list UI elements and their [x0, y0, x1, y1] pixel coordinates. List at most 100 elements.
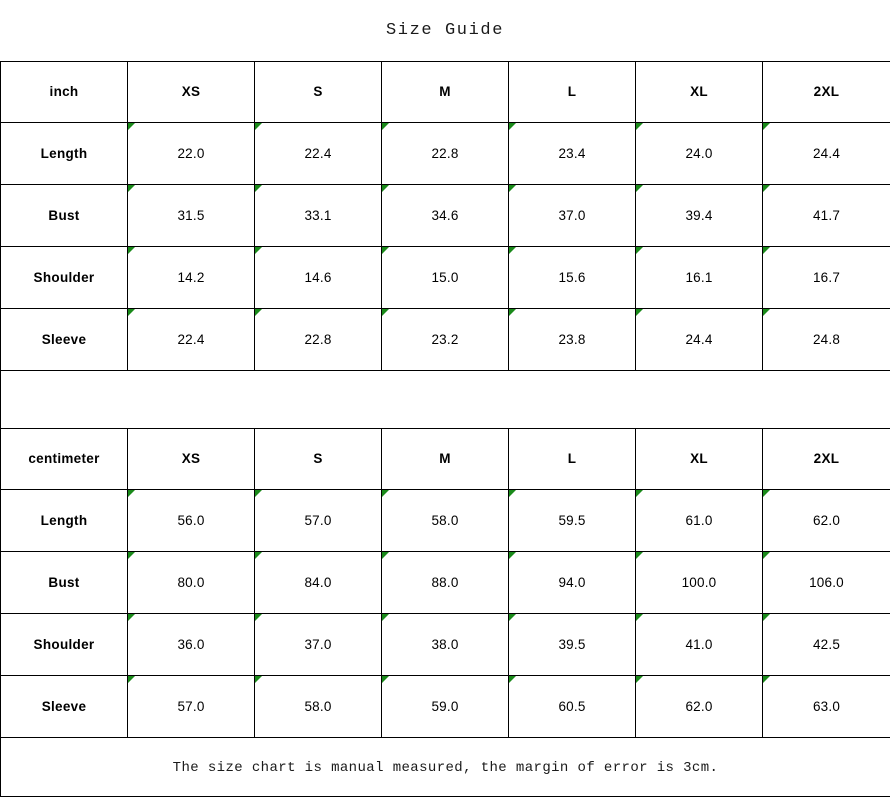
cell-value: 36.0: [177, 637, 204, 652]
cell-value: 88.0: [431, 575, 458, 590]
cm-shoulder-xs: 36.0: [128, 614, 255, 676]
cm-size-header-xl: XL: [636, 429, 763, 490]
inch-length-l: 23.4: [509, 123, 636, 185]
cell-value: 22.8: [431, 146, 458, 161]
inch-sleeve-m: 23.2: [382, 309, 509, 371]
cell-value: 37.0: [558, 208, 585, 223]
inch-bust-xl: 39.4: [636, 185, 763, 247]
size-label-xl: XL: [690, 451, 708, 466]
cell-value: 37.0: [304, 637, 331, 652]
cell-value: 84.0: [304, 575, 331, 590]
size-label-s: S: [313, 84, 322, 99]
inch-length-2xl: 24.4: [763, 123, 890, 185]
inch-length-xl: 24.0: [636, 123, 763, 185]
cm-size-header-m: M: [382, 429, 509, 490]
size-label-l: L: [568, 84, 577, 99]
cell-value: 106.0: [809, 575, 844, 590]
cm-shoulder-l: 39.5: [509, 614, 636, 676]
page-title-row: Size Guide: [0, 0, 890, 61]
inch-sleeve-s: 22.8: [255, 309, 382, 371]
cm-size-header-2xl: 2XL: [763, 429, 890, 490]
inch-unit-cell: inch: [1, 62, 128, 123]
cm-bust-m: 88.0: [382, 552, 509, 614]
cell-value: 15.6: [558, 270, 585, 285]
cm-unit-cell: centimeter: [1, 429, 128, 490]
cell-value: 94.0: [558, 575, 585, 590]
cell-value: 58.0: [304, 699, 331, 714]
inch-unit-label: inch: [50, 84, 79, 99]
size-label-xl: XL: [690, 84, 708, 99]
cm-row-label-shoulder: Shoulder: [1, 614, 128, 676]
inch-row-bust: Bust 31.5 33.1 34.6 37.0 39.4 41: [1, 185, 890, 247]
cm-sleeve-xs: 57.0: [128, 676, 255, 738]
cell-value: 39.4: [685, 208, 712, 223]
size-label-2xl: 2XL: [814, 451, 840, 466]
size-guide-table: inch XS S M L XL 2XL: [0, 61, 890, 797]
cm-bust-xl: 100.0: [636, 552, 763, 614]
size-label-s: S: [313, 451, 322, 466]
inch-bust-m: 34.6: [382, 185, 509, 247]
inch-sleeve-xs: 22.4: [128, 309, 255, 371]
row-label-text: Sleeve: [42, 699, 87, 714]
cell-value: 100.0: [682, 575, 717, 590]
cm-length-s: 57.0: [255, 490, 382, 552]
size-label-m: M: [439, 84, 451, 99]
inch-row-label-shoulder: Shoulder: [1, 247, 128, 309]
table-spacer-row: [1, 371, 890, 429]
cell-value: 31.5: [177, 208, 204, 223]
cm-shoulder-m: 38.0: [382, 614, 509, 676]
inch-sleeve-2xl: 24.8: [763, 309, 890, 371]
cm-sleeve-l: 60.5: [509, 676, 636, 738]
inch-bust-l: 37.0: [509, 185, 636, 247]
inch-row-sleeve: Sleeve 22.4 22.8 23.2 23.8 24.4: [1, 309, 890, 371]
inch-length-xs: 22.0: [128, 123, 255, 185]
cm-row-label-length: Length: [1, 490, 128, 552]
inch-shoulder-l: 15.6: [509, 247, 636, 309]
inch-size-header-xs: XS: [128, 62, 255, 123]
cm-sleeve-2xl: 63.0: [763, 676, 890, 738]
cell-value: 41.0: [685, 637, 712, 652]
cell-value: 63.0: [813, 699, 840, 714]
cell-value: 56.0: [177, 513, 204, 528]
cell-value: 22.0: [177, 146, 204, 161]
cm-row-bust: Bust 80.0 84.0 88.0 94.0 100.0 1: [1, 552, 890, 614]
cell-value: 38.0: [431, 637, 458, 652]
cm-row-shoulder: Shoulder 36.0 37.0 38.0 39.5 41.0: [1, 614, 890, 676]
inch-length-s: 22.4: [255, 123, 382, 185]
cell-value: 24.4: [685, 332, 712, 347]
cm-bust-s: 84.0: [255, 552, 382, 614]
cell-value: 24.0: [685, 146, 712, 161]
cm-row-sleeve: Sleeve 57.0 58.0 59.0 60.5 62.0: [1, 676, 890, 738]
cm-bust-2xl: 106.0: [763, 552, 890, 614]
size-label-2xl: 2XL: [814, 84, 840, 99]
inch-row-shoulder: Shoulder 14.2 14.6 15.0 15.6 16.1: [1, 247, 890, 309]
inch-sleeve-l: 23.8: [509, 309, 636, 371]
cm-size-header-l: L: [509, 429, 636, 490]
inch-size-header-s: S: [255, 62, 382, 123]
inch-size-header-2xl: 2XL: [763, 62, 890, 123]
inch-size-header-m: M: [382, 62, 509, 123]
cell-value: 16.1: [685, 270, 712, 285]
inch-shoulder-s: 14.6: [255, 247, 382, 309]
cell-value: 57.0: [177, 699, 204, 714]
cell-value: 16.7: [813, 270, 840, 285]
inch-size-header-xl: XL: [636, 62, 763, 123]
inch-row-label-length: Length: [1, 123, 128, 185]
size-label-xs: XS: [182, 84, 201, 99]
cm-length-2xl: 62.0: [763, 490, 890, 552]
inch-row-label-sleeve: Sleeve: [1, 309, 128, 371]
table-spacer-cell: [1, 371, 890, 429]
inch-shoulder-xs: 14.2: [128, 247, 255, 309]
cell-value: 24.4: [813, 146, 840, 161]
cell-value: 22.4: [304, 146, 331, 161]
cm-bust-xs: 80.0: [128, 552, 255, 614]
cm-sleeve-m: 59.0: [382, 676, 509, 738]
cm-shoulder-2xl: 42.5: [763, 614, 890, 676]
cell-value: 60.5: [558, 699, 585, 714]
row-label-text: Length: [41, 513, 88, 528]
cell-value: 80.0: [177, 575, 204, 590]
cm-row-label-sleeve: Sleeve: [1, 676, 128, 738]
size-label-l: L: [568, 451, 577, 466]
inch-bust-2xl: 41.7: [763, 185, 890, 247]
